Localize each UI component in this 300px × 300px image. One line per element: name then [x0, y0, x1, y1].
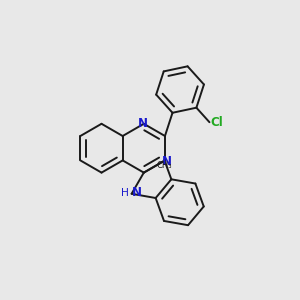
Text: N: N — [132, 186, 142, 199]
Text: N: N — [161, 154, 171, 168]
Text: CH₃: CH₃ — [157, 161, 172, 170]
Text: N: N — [138, 117, 148, 130]
Text: H: H — [121, 188, 129, 198]
Text: Cl: Cl — [210, 116, 223, 129]
